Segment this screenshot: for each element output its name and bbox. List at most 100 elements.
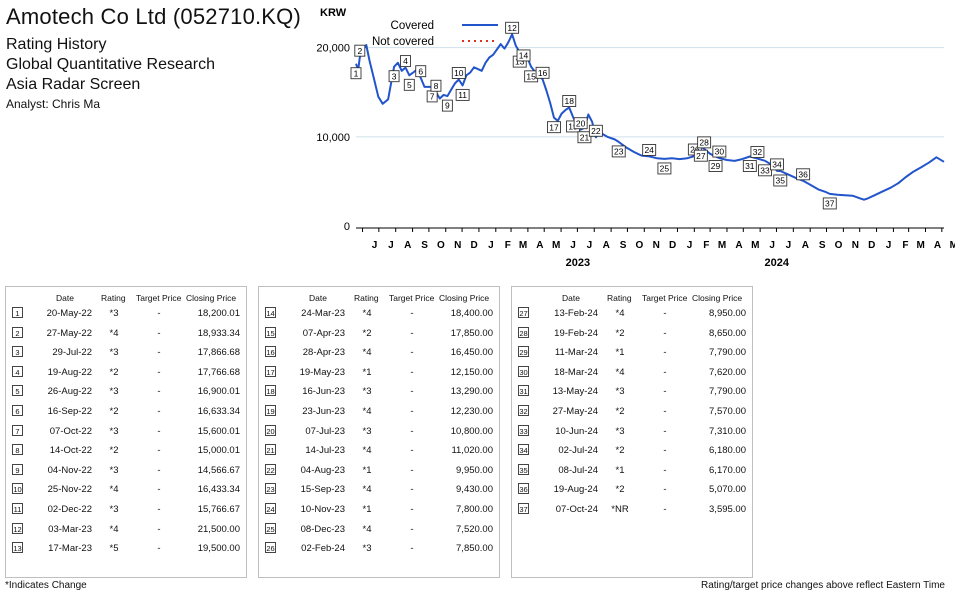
date-cell: 10-Jun-24 bbox=[555, 425, 598, 437]
rating-cell: *3 bbox=[109, 425, 119, 437]
rating-marker-box bbox=[577, 131, 592, 144]
rating-marker-box bbox=[400, 55, 411, 68]
rating-marker-label: 31 bbox=[745, 161, 755, 171]
row-number: 7 bbox=[12, 424, 23, 436]
rating-marker-label: 13 bbox=[515, 57, 525, 67]
target-price-cell: - bbox=[157, 425, 161, 437]
table-row: 30 18-Mar-24 *4 - 7,620.00 bbox=[512, 362, 752, 381]
date-cell: 29-Jul-22 bbox=[52, 347, 92, 359]
row-number: 29 bbox=[518, 346, 529, 358]
x-tick-label: D bbox=[470, 240, 477, 251]
closing-price-cell: 9,430.00 bbox=[456, 484, 493, 496]
x-tick-label: M bbox=[916, 240, 924, 251]
target-price-cell: - bbox=[410, 445, 414, 457]
closing-price-cell: 7,800.00 bbox=[456, 504, 493, 515]
rating-marker-box bbox=[573, 117, 588, 130]
rating-marker-11: 11 bbox=[455, 88, 470, 101]
target-price-cell: - bbox=[410, 366, 414, 378]
target-price-cell: - bbox=[663, 445, 667, 457]
rating-marker-31: 31 bbox=[742, 160, 757, 172]
closing-price-cell: 13,290.00 bbox=[450, 386, 493, 398]
table-row: 24 10-Nov-23 *1 - 7,800.00 bbox=[259, 499, 499, 518]
rating-marker-box bbox=[505, 21, 520, 34]
row-number: 8 bbox=[12, 444, 23, 456]
rating-marker-box bbox=[770, 158, 784, 171]
x-tick-label: J bbox=[570, 240, 576, 251]
date-cell: 08-Dec-23 bbox=[300, 523, 345, 535]
date-cell: 26-Aug-22 bbox=[47, 386, 92, 398]
date-cell: 27-May-22 bbox=[46, 327, 92, 339]
rating-cell: *4 bbox=[362, 523, 372, 535]
column-header: Date bbox=[562, 293, 580, 303]
x-tick-label: M bbox=[552, 240, 560, 251]
x-tick-label: A bbox=[603, 240, 610, 251]
date-cell: 07-Jul-23 bbox=[305, 425, 345, 437]
x-tick-label: D bbox=[868, 240, 875, 251]
rating-marker-box bbox=[562, 95, 577, 107]
table-row: 34 02-Jul-24 *2 - 6,180.00 bbox=[512, 440, 752, 459]
rating-marker-5: 5 bbox=[403, 78, 415, 91]
rating-marker-label: 7 bbox=[430, 92, 435, 102]
column-header: Closing Price bbox=[692, 293, 743, 303]
rating-marker-label: 18 bbox=[564, 96, 574, 106]
closing-price-cell: 12,230.00 bbox=[450, 406, 493, 417]
row-number: 32 bbox=[518, 405, 529, 416]
rating-marker-label: 16 bbox=[538, 68, 548, 78]
rating-marker-label: 26 bbox=[690, 145, 700, 155]
table-row: 21 14-Jul-23 *4 - 11,020.00 bbox=[259, 440, 499, 459]
target-price-cell: - bbox=[663, 347, 667, 359]
table-row: 35 08-Jul-24 *1 - 6,170.00 bbox=[512, 460, 752, 479]
rating-marker-22: 22 bbox=[588, 124, 603, 137]
x-tick-label: J bbox=[786, 240, 792, 251]
rating-cell: *3 bbox=[362, 543, 372, 555]
target-price-cell: - bbox=[157, 347, 161, 359]
target-price-cell: - bbox=[663, 484, 667, 496]
closing-price-cell: 5,070.00 bbox=[709, 484, 746, 496]
closing-price-cell: 15,766.67 bbox=[197, 504, 240, 515]
rating-marker-box bbox=[403, 78, 415, 91]
column-header: Rating bbox=[607, 293, 632, 303]
date-cell: 24-Mar-23 bbox=[301, 308, 345, 319]
rating-marker-box bbox=[455, 88, 470, 101]
rating-marker-box bbox=[712, 145, 727, 158]
target-price-cell: - bbox=[157, 543, 161, 555]
closing-price-cell: 18,933.34 bbox=[197, 327, 240, 339]
closing-price-cell: 12,150.00 bbox=[450, 366, 493, 378]
date-cell: 07-Oct-24 bbox=[555, 504, 598, 515]
rating-cell: *3 bbox=[109, 347, 119, 359]
row-number: 23 bbox=[265, 483, 276, 495]
row-number: 15 bbox=[265, 326, 276, 338]
table-row: 7 07-Oct-22 *3 - 15,600.01 bbox=[6, 421, 246, 440]
table-row: 26 02-Feb-24 *3 - 7,850.00 bbox=[259, 538, 499, 557]
page-title: Amotech Co Ltd (052710.KQ) bbox=[6, 4, 302, 29]
date-cell: 08-Jul-24 bbox=[558, 464, 598, 476]
closing-price-cell: 16,450.00 bbox=[450, 347, 493, 359]
target-price-cell: - bbox=[410, 523, 414, 535]
date-cell: 20-May-22 bbox=[46, 308, 92, 319]
x-tick-label: J bbox=[388, 240, 394, 251]
table-header: Date Rating Target Price Closing Price bbox=[6, 293, 246, 305]
table-row: 20 07-Jul-23 *3 - 10,800.00 bbox=[259, 421, 499, 440]
table-row: 23 15-Sep-23 *4 - 9,430.00 bbox=[259, 479, 499, 498]
rating-cell: *5 bbox=[109, 543, 119, 555]
rating-marker-box bbox=[693, 149, 708, 162]
table-row: 33 10-Jun-24 *3 - 7,310.00 bbox=[512, 421, 752, 440]
date-cell: 04-Aug-23 bbox=[300, 464, 345, 476]
rating-marker-label: 24 bbox=[644, 145, 654, 155]
table-row: 29 11-Mar-24 *1 - 7,790.00 bbox=[512, 342, 752, 361]
rating-marker-label: 2 bbox=[357, 46, 362, 56]
rating-marker-label: 33 bbox=[760, 165, 770, 175]
rating-cell: *2 bbox=[362, 327, 372, 339]
rating-cell: *3 bbox=[362, 425, 372, 437]
row-number: 5 bbox=[12, 385, 23, 397]
x-tick-label: J bbox=[769, 240, 775, 251]
table-row: 11 02-Dec-22 *3 - 15,766.67 bbox=[6, 499, 246, 518]
table-row: 16 28-Apr-23 *4 - 16,450.00 bbox=[259, 342, 499, 361]
target-price-cell: - bbox=[663, 504, 667, 515]
closing-price-cell: 8,950.00 bbox=[709, 308, 746, 319]
date-cell: 18-Mar-24 bbox=[554, 366, 598, 378]
legend-label-covered: Covered bbox=[391, 20, 434, 32]
date-cell: 19-Aug-22 bbox=[47, 366, 92, 378]
rating-marker-label: 37 bbox=[825, 199, 835, 209]
rating-cell: *2 bbox=[615, 327, 625, 339]
